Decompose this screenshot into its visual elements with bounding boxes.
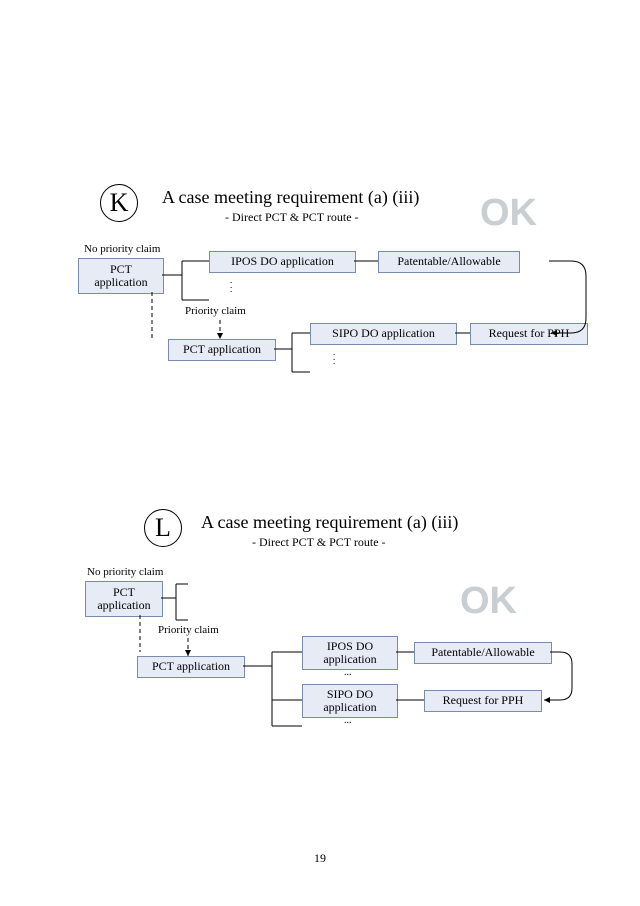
box-pct2-k-text: PCT application: [183, 343, 261, 356]
dots-sipo-l: ...: [344, 715, 352, 726]
no-priority-label-l: No priority claim: [87, 566, 163, 578]
connectors-k: [0, 0, 640, 906]
box-ipos-k: IPOS DO application: [209, 251, 356, 273]
box-ipos-l: IPOS DO application: [302, 636, 398, 670]
ok-badge-k: OK: [480, 192, 537, 235]
page-number: 19: [0, 851, 640, 866]
box-pct1-k: PCT application: [78, 258, 164, 294]
dots-ipos-k: ...: [230, 278, 232, 292]
connectors-l: [0, 0, 640, 906]
box-patentable-l: Patentable/Allowable: [414, 642, 552, 664]
title-l: A case meeting requirement (a) (iii): [201, 512, 458, 533]
no-priority-label-k: No priority claim: [84, 243, 160, 255]
title-k: A case meeting requirement (a) (iii): [162, 187, 419, 208]
subtitle-l: - Direct PCT & PCT route -: [252, 535, 386, 550]
box-ipos-l-text: IPOS DO application: [323, 640, 376, 666]
box-pct1-k-text: PCT application: [94, 263, 147, 289]
priority-label-l: Priority claim: [158, 624, 219, 636]
letter-circle-l: L: [144, 509, 182, 547]
box-ipos-k-text: IPOS DO application: [231, 255, 334, 268]
box-patentable-k-text: Patentable/Allowable: [397, 255, 500, 268]
box-request-l-text: Request for PPH: [443, 694, 524, 707]
box-sipo-k: SIPO DO application: [310, 323, 457, 345]
box-sipo-l: SIPO DO application: [302, 684, 398, 718]
dots-ipos-l: ...: [344, 667, 352, 678]
box-request-l: Request for PPH: [424, 690, 542, 712]
box-pct1-l-text: PCT application: [97, 586, 150, 612]
dots-sipo-k: ...: [333, 350, 335, 364]
box-sipo-k-text: SIPO DO application: [332, 327, 435, 340]
box-patentable-l-text: Patentable/Allowable: [431, 646, 534, 659]
letter-circle-k: K: [100, 184, 138, 222]
box-request-k-text: Request for PPH: [489, 327, 570, 340]
ok-badge-l: OK: [460, 580, 517, 623]
subtitle-k: - Direct PCT & PCT route -: [225, 210, 359, 225]
box-pct1-l: PCT application: [85, 581, 163, 617]
letter-l: L: [155, 513, 171, 543]
box-sipo-l-text: SIPO DO application: [323, 688, 376, 714]
box-pct2-l: PCT application: [137, 656, 245, 678]
box-request-k: Request for PPH: [470, 323, 588, 345]
box-patentable-k: Patentable/Allowable: [378, 251, 520, 273]
priority-label-k: Priority claim: [185, 305, 246, 317]
letter-k: K: [110, 188, 129, 218]
box-pct2-k: PCT application: [168, 339, 276, 361]
box-pct2-l-text: PCT application: [152, 660, 230, 673]
